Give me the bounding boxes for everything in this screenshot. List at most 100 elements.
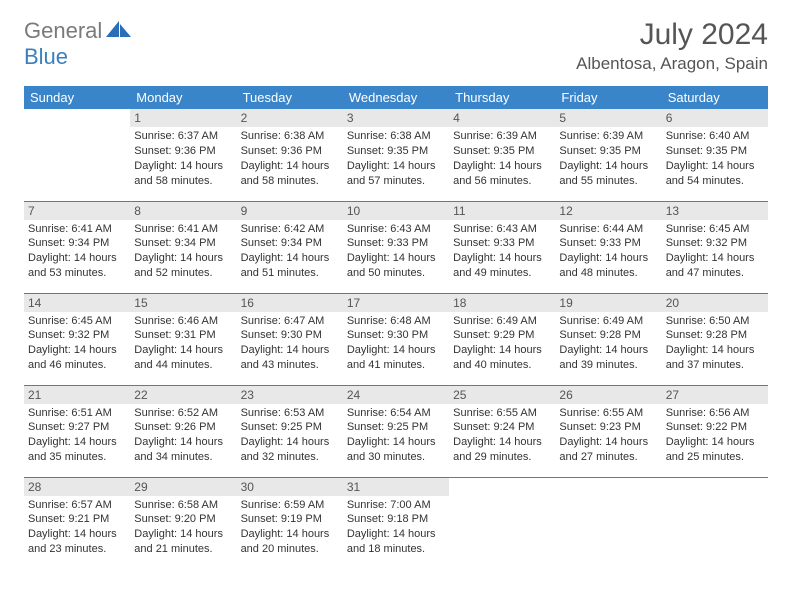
logo: General xyxy=(24,18,134,44)
calendar-week-row: 1Sunrise: 6:37 AMSunset: 9:36 PMDaylight… xyxy=(24,109,768,201)
day-content: Sunrise: 6:43 AMSunset: 9:33 PMDaylight:… xyxy=(343,220,449,285)
calendar-week-row: 14Sunrise: 6:45 AMSunset: 9:32 PMDayligh… xyxy=(24,293,768,385)
calendar-day-cell: 9Sunrise: 6:42 AMSunset: 9:34 PMDaylight… xyxy=(237,201,343,293)
day-content: Sunrise: 6:45 AMSunset: 9:32 PMDaylight:… xyxy=(24,312,130,377)
day-number: 25 xyxy=(449,386,555,404)
weekday-header: Tuesday xyxy=(237,86,343,109)
day-number: 17 xyxy=(343,294,449,312)
day-content: Sunrise: 6:50 AMSunset: 9:28 PMDaylight:… xyxy=(662,312,768,377)
weekday-header: Sunday xyxy=(24,86,130,109)
calendar-day-cell: 16Sunrise: 6:47 AMSunset: 9:30 PMDayligh… xyxy=(237,293,343,385)
weekday-header: Monday xyxy=(130,86,236,109)
day-content: Sunrise: 6:47 AMSunset: 9:30 PMDaylight:… xyxy=(237,312,343,377)
calendar-day-cell xyxy=(555,477,661,569)
day-number: 11 xyxy=(449,202,555,220)
day-number: 13 xyxy=(662,202,768,220)
day-number: 19 xyxy=(555,294,661,312)
day-number: 23 xyxy=(237,386,343,404)
day-content: Sunrise: 6:59 AMSunset: 9:19 PMDaylight:… xyxy=(237,496,343,561)
calendar-table: Sunday Monday Tuesday Wednesday Thursday… xyxy=(24,86,768,569)
calendar-day-cell: 1Sunrise: 6:37 AMSunset: 9:36 PMDaylight… xyxy=(130,109,236,201)
calendar-day-cell: 19Sunrise: 6:49 AMSunset: 9:28 PMDayligh… xyxy=(555,293,661,385)
day-number: 15 xyxy=(130,294,236,312)
day-content: Sunrise: 6:49 AMSunset: 9:28 PMDaylight:… xyxy=(555,312,661,377)
calendar-day-cell: 21Sunrise: 6:51 AMSunset: 9:27 PMDayligh… xyxy=(24,385,130,477)
calendar-week-row: 28Sunrise: 6:57 AMSunset: 9:21 PMDayligh… xyxy=(24,477,768,569)
day-number: 2 xyxy=(237,109,343,127)
day-content: Sunrise: 6:39 AMSunset: 9:35 PMDaylight:… xyxy=(449,127,555,192)
calendar-day-cell xyxy=(449,477,555,569)
calendar-day-cell: 30Sunrise: 6:59 AMSunset: 9:19 PMDayligh… xyxy=(237,477,343,569)
day-number: 9 xyxy=(237,202,343,220)
header: General July 2024 Albentosa, Aragon, Spa… xyxy=(0,0,792,80)
day-number: 27 xyxy=(662,386,768,404)
day-content: Sunrise: 6:53 AMSunset: 9:25 PMDaylight:… xyxy=(237,404,343,469)
day-number: 22 xyxy=(130,386,236,404)
logo-text-blue: Blue xyxy=(24,44,68,69)
day-content: Sunrise: 6:44 AMSunset: 9:33 PMDaylight:… xyxy=(555,220,661,285)
day-content: Sunrise: 6:45 AMSunset: 9:32 PMDaylight:… xyxy=(662,220,768,285)
day-content: Sunrise: 6:54 AMSunset: 9:25 PMDaylight:… xyxy=(343,404,449,469)
day-content: Sunrise: 6:51 AMSunset: 9:27 PMDaylight:… xyxy=(24,404,130,469)
calendar-day-cell: 11Sunrise: 6:43 AMSunset: 9:33 PMDayligh… xyxy=(449,201,555,293)
day-content: Sunrise: 6:55 AMSunset: 9:23 PMDaylight:… xyxy=(555,404,661,469)
logo-text-general: General xyxy=(24,18,102,44)
day-number: 21 xyxy=(24,386,130,404)
day-number: 26 xyxy=(555,386,661,404)
day-number: 12 xyxy=(555,202,661,220)
day-number: 20 xyxy=(662,294,768,312)
weekday-header: Wednesday xyxy=(343,86,449,109)
day-content: Sunrise: 6:40 AMSunset: 9:35 PMDaylight:… xyxy=(662,127,768,192)
calendar-day-cell: 3Sunrise: 6:38 AMSunset: 9:35 PMDaylight… xyxy=(343,109,449,201)
calendar-day-cell: 2Sunrise: 6:38 AMSunset: 9:36 PMDaylight… xyxy=(237,109,343,201)
title-block: July 2024 Albentosa, Aragon, Spain xyxy=(576,18,768,74)
day-number: 4 xyxy=(449,109,555,127)
day-number: 8 xyxy=(130,202,236,220)
calendar-day-cell: 7Sunrise: 6:41 AMSunset: 9:34 PMDaylight… xyxy=(24,201,130,293)
calendar-day-cell: 20Sunrise: 6:50 AMSunset: 9:28 PMDayligh… xyxy=(662,293,768,385)
day-content: Sunrise: 6:55 AMSunset: 9:24 PMDaylight:… xyxy=(449,404,555,469)
day-number: 31 xyxy=(343,478,449,496)
day-number: 28 xyxy=(24,478,130,496)
calendar-day-cell: 8Sunrise: 6:41 AMSunset: 9:34 PMDaylight… xyxy=(130,201,236,293)
day-content: Sunrise: 6:41 AMSunset: 9:34 PMDaylight:… xyxy=(130,220,236,285)
calendar-day-cell: 12Sunrise: 6:44 AMSunset: 9:33 PMDayligh… xyxy=(555,201,661,293)
day-content: Sunrise: 7:00 AMSunset: 9:18 PMDaylight:… xyxy=(343,496,449,561)
calendar-week-row: 7Sunrise: 6:41 AMSunset: 9:34 PMDaylight… xyxy=(24,201,768,293)
day-content: Sunrise: 6:37 AMSunset: 9:36 PMDaylight:… xyxy=(130,127,236,192)
calendar-day-cell: 24Sunrise: 6:54 AMSunset: 9:25 PMDayligh… xyxy=(343,385,449,477)
weekday-header: Friday xyxy=(555,86,661,109)
calendar-day-cell: 10Sunrise: 6:43 AMSunset: 9:33 PMDayligh… xyxy=(343,201,449,293)
logo-sail-icon xyxy=(106,19,132,44)
calendar-day-cell: 28Sunrise: 6:57 AMSunset: 9:21 PMDayligh… xyxy=(24,477,130,569)
day-number: 7 xyxy=(24,202,130,220)
calendar-day-cell: 23Sunrise: 6:53 AMSunset: 9:25 PMDayligh… xyxy=(237,385,343,477)
day-number: 3 xyxy=(343,109,449,127)
day-number: 30 xyxy=(237,478,343,496)
day-content: Sunrise: 6:48 AMSunset: 9:30 PMDaylight:… xyxy=(343,312,449,377)
calendar-day-cell xyxy=(662,477,768,569)
day-content: Sunrise: 6:43 AMSunset: 9:33 PMDaylight:… xyxy=(449,220,555,285)
day-number: 18 xyxy=(449,294,555,312)
day-content: Sunrise: 6:57 AMSunset: 9:21 PMDaylight:… xyxy=(24,496,130,561)
day-content: Sunrise: 6:58 AMSunset: 9:20 PMDaylight:… xyxy=(130,496,236,561)
calendar-week-row: 21Sunrise: 6:51 AMSunset: 9:27 PMDayligh… xyxy=(24,385,768,477)
calendar-day-cell: 18Sunrise: 6:49 AMSunset: 9:29 PMDayligh… xyxy=(449,293,555,385)
calendar-day-cell xyxy=(24,109,130,201)
month-title: July 2024 xyxy=(576,18,768,52)
day-number: 10 xyxy=(343,202,449,220)
day-content: Sunrise: 6:38 AMSunset: 9:36 PMDaylight:… xyxy=(237,127,343,192)
day-number: 29 xyxy=(130,478,236,496)
calendar-day-cell: 17Sunrise: 6:48 AMSunset: 9:30 PMDayligh… xyxy=(343,293,449,385)
day-content: Sunrise: 6:38 AMSunset: 9:35 PMDaylight:… xyxy=(343,127,449,192)
weekday-header: Saturday xyxy=(662,86,768,109)
location: Albentosa, Aragon, Spain xyxy=(576,54,768,74)
day-content: Sunrise: 6:41 AMSunset: 9:34 PMDaylight:… xyxy=(24,220,130,285)
day-number: 1 xyxy=(130,109,236,127)
calendar-day-cell: 31Sunrise: 7:00 AMSunset: 9:18 PMDayligh… xyxy=(343,477,449,569)
calendar-day-cell: 14Sunrise: 6:45 AMSunset: 9:32 PMDayligh… xyxy=(24,293,130,385)
calendar-day-cell: 26Sunrise: 6:55 AMSunset: 9:23 PMDayligh… xyxy=(555,385,661,477)
weekday-header-row: Sunday Monday Tuesday Wednesday Thursday… xyxy=(24,86,768,109)
calendar-day-cell: 13Sunrise: 6:45 AMSunset: 9:32 PMDayligh… xyxy=(662,201,768,293)
calendar-day-cell: 22Sunrise: 6:52 AMSunset: 9:26 PMDayligh… xyxy=(130,385,236,477)
